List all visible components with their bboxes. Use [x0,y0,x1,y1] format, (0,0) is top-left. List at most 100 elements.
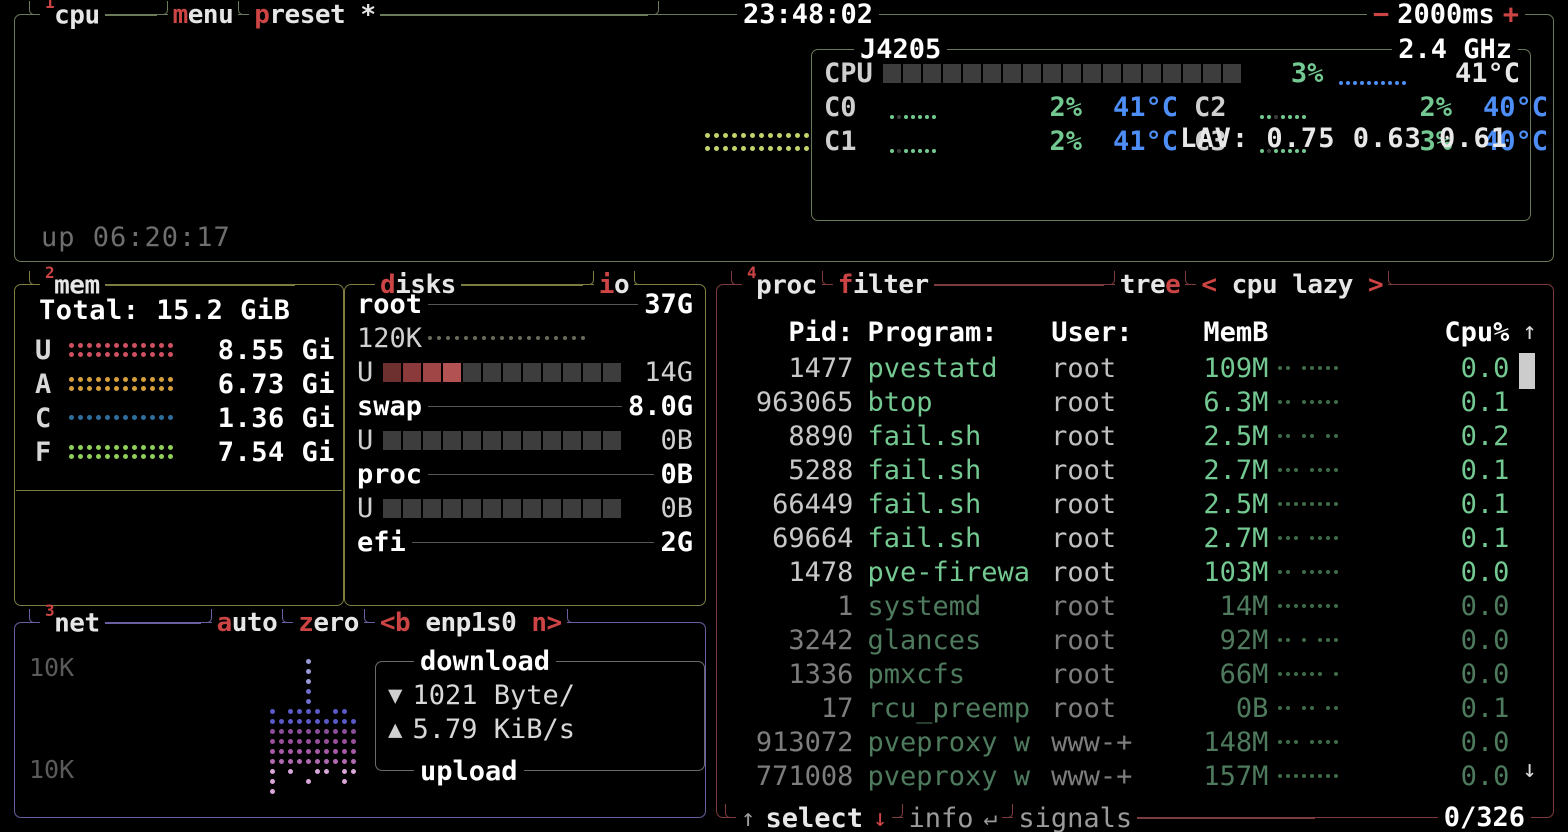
cpu-history-graph [705,133,809,151]
proc-scrollbar-thumb[interactable] [1519,353,1535,389]
table-row[interactable]: 1477 pvestatd root 109M 0.0 [731,351,1543,385]
corner-stub [29,609,40,623]
mem-row-key: U [35,334,52,366]
sort-next-button[interactable]: > [1368,270,1384,300]
net-zero-button[interactable]: zero [293,608,364,638]
proc-tree-toggle[interactable]: tree [1114,270,1186,300]
table-row[interactable]: 8890 fail.sh root 2.5M 0.2 [731,419,1543,453]
table-row[interactable]: 69664 fail.sh root 2.7M 0.1 [731,521,1543,555]
mem-rows: U 8.55 Gi A 6.73 Gi C 1 [35,333,335,469]
row-cpu-graph [1268,502,1406,506]
row-pid: 8890 [788,420,854,452]
disk-header-efi[interactable]: efi 2G [345,525,705,559]
column-header-user[interactable]: User: [1051,317,1133,348]
mem-row-key: F [35,436,52,468]
graph-row [270,679,356,689]
disk-io-graph [422,336,693,340]
row-cpu: 0.0 [1460,658,1510,690]
table-row[interactable]: 1336 pmxcfs root 66M 0.0 [731,657,1543,691]
row-user: root [1051,352,1117,384]
title-rule [460,285,583,286]
table-row[interactable]: 17 rcu_preemp root 0B 0.1 [731,691,1543,725]
row-pid: 66449 [772,488,854,520]
disk-io-value: 120K [357,322,423,354]
net-auto-button[interactable]: auto [211,608,283,638]
net-box-title[interactable]: 3net [40,601,105,639]
disk-used-value: 0B [660,492,693,524]
net-interface-selector[interactable]: <b enp1s0 n> [374,608,567,638]
table-row[interactable]: 5288 fail.sh root 2.7M 0.1 [731,453,1543,487]
corner-stub [892,804,904,818]
disk-usage-swap: U 0B [345,423,705,457]
disk-header-root[interactable]: root 37G [345,287,705,321]
auto-hotkey: a [216,608,233,638]
signals-button[interactable]: signals [1013,802,1138,832]
disk-usage-key: U [357,356,374,388]
net-history-graph [270,659,356,799]
table-row[interactable]: 1478 pve-firewa root 103M 0.0 [731,555,1543,589]
proc-box-title[interactable]: 4proc [742,263,822,301]
table-row[interactable]: 771008 pveproxy w www-+ 157M 0.0 [731,759,1543,793]
row-cpu-graph [1268,366,1406,370]
disk-name: swap [357,390,423,422]
row-cpu: 0.0 [1460,590,1510,622]
mem-box-title[interactable]: 2mem [40,263,105,301]
row-user: root [1051,658,1117,690]
disk-header-swap[interactable]: swap 8.0G [345,389,705,423]
graph-row [270,789,356,799]
row-user: root [1051,522,1117,554]
table-row[interactable]: 66449 fail.sh root 2.5M 0.1 [731,487,1543,521]
scroll-down-icon[interactable]: ↓ [1522,755,1537,783]
proc-filter-input[interactable]: filter [832,270,934,300]
select-up-icon[interactable]: ↑ [736,804,761,832]
row-pid: 913072 [755,726,854,758]
cpu-menu-button[interactable]: menu [167,0,239,30]
column-header-cpu[interactable]: Cpu% [1444,317,1510,348]
menu-hotkey: m [172,0,189,30]
graph-row [270,769,356,779]
rate-decrease-button[interactable]: − [1372,0,1390,30]
table-row[interactable]: 3242 glances root 92M 0.0 [731,623,1543,657]
rate-increase-button[interactable]: + [1502,0,1519,30]
tree-hotkey: e [1165,270,1181,300]
disk-rule [428,303,639,305]
row-cpu: 0.2 [1460,420,1510,452]
filter-hotkey: f [837,270,854,300]
core-label: C1 [824,125,857,157]
table-row[interactable]: 913072 pveproxy w www-+ 148M 0.0 [731,725,1543,759]
core-label: C3 [1194,125,1227,157]
cpu-box-title[interactable]: 1cpu [40,0,105,31]
row-pid: 1 [837,590,854,622]
info-button[interactable]: info [903,802,979,832]
disk-header-proc[interactable]: proc 0B [345,457,705,491]
disk-usage-proc: U 0B [345,491,705,525]
row-program: fail.sh [867,420,982,452]
proc-count-badge: 0/326 [1437,802,1531,832]
column-header-program[interactable]: Program: [867,317,998,348]
row-cpu: 0.1 [1460,454,1510,486]
select-down-icon[interactable]: ↓ [868,804,893,832]
row-user: root [1051,386,1117,418]
iface-prev-button[interactable]: <b [379,608,411,638]
row-pid: 1477 [788,352,854,384]
sort-prev-button[interactable]: < [1201,270,1217,300]
disk-usage-meter [383,498,621,518]
column-header-memb[interactable]: MemB [1203,317,1269,348]
row-pid: 963065 [755,386,854,418]
disks-io-toggle[interactable]: io [593,270,635,300]
disks-box-title[interactable]: disks [375,270,461,300]
core-graph [1260,95,1380,119]
column-header-pid[interactable]: Pid: [788,317,854,348]
mem-row-available: A 6.73 Gi [35,367,335,401]
scroll-up-icon[interactable]: ↑ [1522,317,1537,345]
table-row[interactable]: 963065 btop root 6.3M 0.1 [731,385,1543,419]
corner-stub [282,609,294,623]
row-program: fail.sh [867,522,982,554]
proc-sort-selector[interactable]: < cpu lazy > [1196,270,1389,300]
iface-next-button[interactable]: n> [531,608,562,638]
graph-row [270,759,356,769]
corner-stub [634,271,646,285]
table-row[interactable]: 1 systemd root 14M 0.0 [731,589,1543,623]
cpu-core-row: C0 2% 41°C [824,90,1178,124]
cpu-preset-button[interactable]: preset * [249,0,381,30]
